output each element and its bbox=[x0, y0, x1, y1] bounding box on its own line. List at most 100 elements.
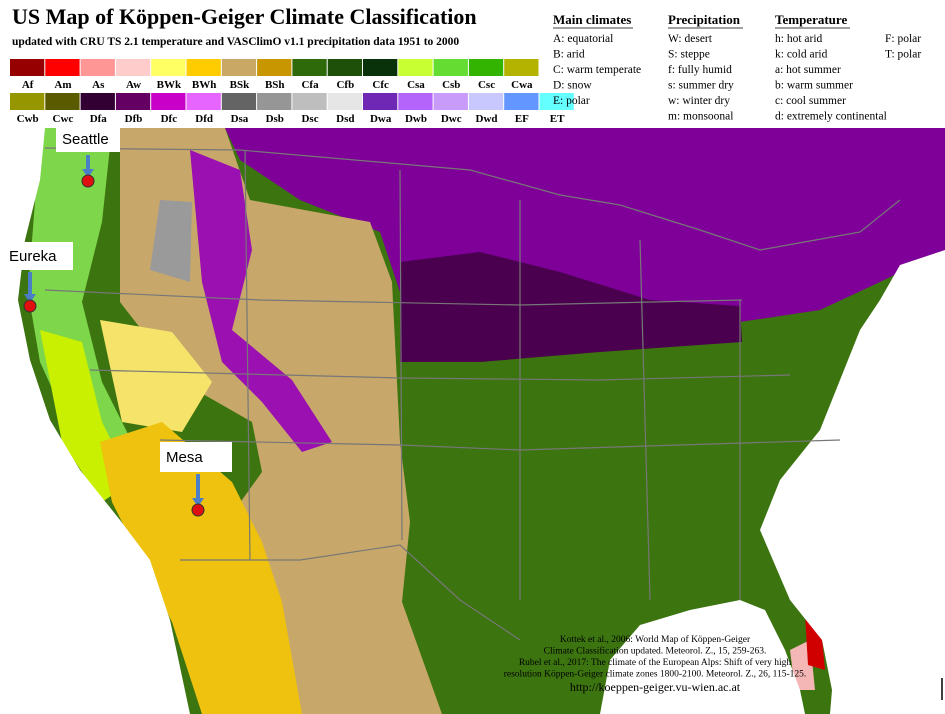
legend-swatch bbox=[257, 59, 292, 76]
legend-swatch bbox=[504, 59, 539, 76]
legend-label: Dwd bbox=[476, 113, 498, 125]
key-item: S: steppe bbox=[668, 49, 710, 61]
border-line bbox=[399, 169, 403, 541]
legend-swatch bbox=[186, 93, 221, 110]
legend-swatch bbox=[151, 59, 186, 76]
legend-label: Aw bbox=[126, 79, 141, 91]
legend-label: Cwc bbox=[53, 113, 74, 125]
legend-label: Dfb bbox=[125, 113, 143, 125]
legend-swatch bbox=[398, 93, 433, 110]
key-item: A: equatorial bbox=[553, 33, 613, 45]
legend: Af Am As Aw BWk BWh BSk BSh Cfa Cfb Cfc Csa Csb Csc Cw… bbox=[10, 59, 574, 125]
marker-dot bbox=[81, 174, 95, 188]
marker-arrowhead bbox=[24, 294, 36, 303]
state-borders bbox=[44, 147, 901, 641]
legend-swatch bbox=[80, 93, 115, 110]
legend-swatch bbox=[257, 93, 292, 110]
zone-mountain-dfc bbox=[190, 150, 332, 452]
marker-label-box bbox=[56, 126, 120, 152]
border-line bbox=[89, 369, 791, 381]
legend-swatch bbox=[10, 93, 45, 110]
legend-label: Dsa bbox=[231, 113, 249, 125]
key-item: T: polar bbox=[885, 49, 921, 61]
border-line bbox=[244, 149, 251, 561]
key-item: B: arid bbox=[553, 49, 585, 61]
marker-label: Eureka bbox=[9, 248, 57, 265]
marker-label: Mesa bbox=[166, 449, 203, 466]
key-item: c: cool summer bbox=[775, 95, 846, 107]
marker-label: Seattle bbox=[62, 131, 109, 148]
legend-label: Cfa bbox=[301, 79, 319, 91]
key-item: W: desert bbox=[668, 33, 713, 45]
legend-swatch bbox=[115, 59, 151, 76]
legend-swatch bbox=[10, 59, 45, 76]
legend-label: BWh bbox=[192, 79, 216, 91]
key-item: b: warm summer bbox=[775, 80, 853, 92]
key-item: h: hot arid bbox=[775, 33, 823, 45]
key-item: F: polar bbox=[885, 33, 921, 45]
map bbox=[0, 128, 945, 714]
legend-swatch bbox=[327, 59, 362, 76]
legend-label: EF bbox=[515, 113, 529, 125]
legend-swatch bbox=[45, 59, 80, 76]
key-item: s: summer dry bbox=[668, 80, 734, 92]
legend-label: BSk bbox=[230, 79, 250, 91]
key-item: d: extremely continental bbox=[775, 111, 887, 123]
atlantic-ocean bbox=[760, 250, 945, 714]
legend-swatch bbox=[221, 93, 257, 110]
marker-arrowhead bbox=[82, 169, 94, 178]
citation: Kottek et al., 2006: World Map of Köppen… bbox=[504, 634, 807, 694]
legend-swatch bbox=[398, 59, 433, 76]
border-line bbox=[180, 544, 521, 641]
citation-line: Rubel et al., 2017: The climate of the E… bbox=[519, 657, 792, 668]
legend-label: Csc bbox=[478, 79, 495, 91]
legend-swatch bbox=[468, 93, 504, 110]
border-line bbox=[159, 439, 841, 451]
key-item: f: fully humid bbox=[668, 64, 732, 76]
legend-swatch bbox=[363, 93, 398, 110]
key-item: m: monsoonal bbox=[668, 111, 734, 123]
city-markers: Seattle Eureka Mesa bbox=[3, 126, 232, 517]
subtitle: updated with CRU TS 2.1 temperature and … bbox=[12, 36, 459, 48]
gulf-of-mexico bbox=[600, 600, 805, 714]
key-heading: Precipitation bbox=[668, 12, 741, 27]
key-item: D: snow bbox=[553, 80, 592, 92]
legend-label: Csb bbox=[442, 79, 460, 91]
key-item: k: cold arid bbox=[775, 49, 828, 61]
legend-swatch bbox=[186, 59, 221, 76]
legend-swatch bbox=[539, 93, 574, 110]
key-heading: Temperature bbox=[775, 12, 847, 27]
zone-bwh bbox=[100, 422, 302, 714]
legend-swatch bbox=[433, 93, 468, 110]
legend-label: Dwc bbox=[441, 113, 462, 125]
legend-swatch bbox=[327, 93, 362, 110]
legend-swatch bbox=[115, 93, 151, 110]
border-line bbox=[639, 239, 651, 601]
legend-label: Cwb bbox=[17, 113, 39, 125]
legend-swatch bbox=[151, 93, 186, 110]
citation-line: resolution Köppen-Geiger climate zones 1… bbox=[504, 670, 807, 680]
legend-swatch bbox=[363, 59, 398, 76]
citation-line: http://koeppen-geiger.vu-wien.ac.at bbox=[570, 680, 741, 694]
legend-label: Csa bbox=[407, 79, 425, 91]
legend-label: Am bbox=[54, 79, 71, 91]
legend-swatch bbox=[468, 59, 504, 76]
marker-label-box bbox=[160, 442, 232, 472]
legend-swatch bbox=[433, 59, 468, 76]
legend-label: Cfb bbox=[336, 79, 354, 91]
legend-swatch bbox=[292, 59, 327, 76]
legend-swatch bbox=[292, 93, 327, 110]
legend-label: As bbox=[92, 79, 105, 91]
legend-label: Dfd bbox=[195, 113, 213, 125]
marker-arrowhead bbox=[192, 498, 204, 507]
legend-swatch bbox=[80, 59, 115, 76]
legend-label: Dsc bbox=[301, 113, 318, 125]
key-item: a: hot summer bbox=[775, 64, 841, 76]
border-line bbox=[44, 289, 743, 306]
legend-label: BSh bbox=[265, 79, 285, 91]
citation-line: Climate Classification updated. Meteorol… bbox=[544, 646, 767, 657]
legend-label: Af bbox=[22, 79, 34, 91]
key-item: E: polar bbox=[553, 95, 590, 107]
zone-dsb bbox=[150, 200, 192, 282]
